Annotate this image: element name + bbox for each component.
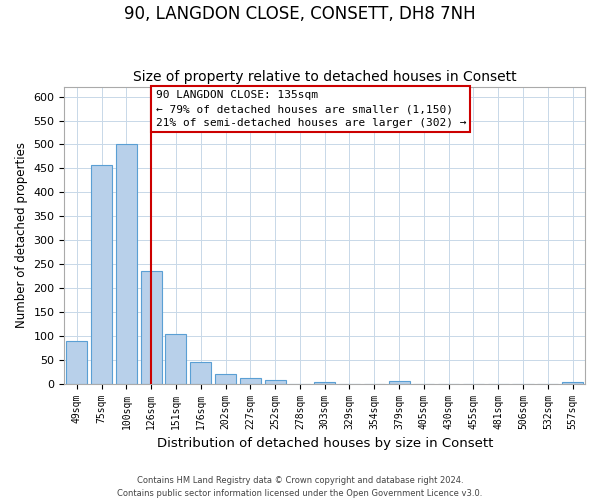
Bar (215, 374, 236, 384)
Bar (91, 164, 112, 384)
Bar (562, 382, 583, 384)
Bar (140, 271, 162, 384)
Text: 90, LANGDON CLOSE, CONSETT, DH8 7NH: 90, LANGDON CLOSE, CONSETT, DH8 7NH (124, 5, 476, 23)
Bar (190, 362, 211, 384)
Bar (240, 378, 261, 384)
Y-axis label: Number of detached properties: Number of detached properties (15, 142, 28, 328)
Bar (166, 334, 187, 384)
Bar (314, 382, 335, 384)
Bar (389, 382, 410, 384)
Title: Size of property relative to detached houses in Consett: Size of property relative to detached ho… (133, 70, 517, 85)
Text: Contains HM Land Registry data © Crown copyright and database right 2024.
Contai: Contains HM Land Registry data © Crown c… (118, 476, 482, 498)
X-axis label: Distribution of detached houses by size in Consett: Distribution of detached houses by size … (157, 437, 493, 450)
Text: 90 LANGDON CLOSE: 135sqm
← 79% of detached houses are smaller (1,150)
21% of sem: 90 LANGDON CLOSE: 135sqm ← 79% of detach… (155, 90, 466, 128)
Bar (66, 340, 88, 384)
Bar (265, 380, 286, 384)
Bar (116, 144, 137, 384)
